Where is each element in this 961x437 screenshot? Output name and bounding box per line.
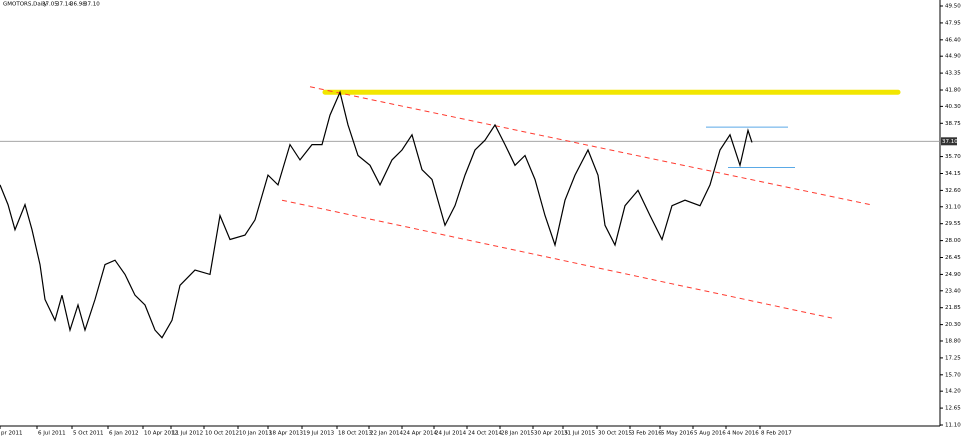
x-tick-label: 10 Jan 2013 <box>239 431 272 437</box>
high: 37.14 <box>56 2 72 8</box>
y-tick-label: 43.35 <box>945 71 961 77</box>
x-tick-label: 31 Jul 2015 <box>564 431 596 437</box>
y-tick-label: 26.45 <box>945 255 961 261</box>
y-tick-label: 49.50 <box>945 4 961 10</box>
x-tick-label: 4 Nov 2016 <box>727 431 759 437</box>
y-tick-label: 35.70 <box>945 154 961 160</box>
x-tick-label: 30 Oct 2015 <box>598 431 633 437</box>
x-tick-label: 10 Oct 2012 <box>205 431 239 437</box>
x-tick-label: 5 Oct 2011 <box>73 431 104 437</box>
y-tick-label: 20.30 <box>945 322 961 328</box>
y-tick-label: 29.55 <box>945 221 961 227</box>
x-tick-label: 5 May 2016 <box>661 431 694 437</box>
x-tick-label: 24 Apr 2014 <box>403 431 438 437</box>
y-tick-label: 38.75 <box>945 121 961 127</box>
x-tick-label: 19 Jul 2013 <box>303 431 335 437</box>
last-price-label: 37.10 <box>942 139 958 145</box>
y-tick-label: 14.20 <box>945 389 961 395</box>
y-tick-label: 12.65 <box>945 406 961 412</box>
x-tick-label: 6 Jul 2011 <box>38 431 66 437</box>
x-tick-label: 24 Jul 2014 <box>435 431 467 437</box>
open: 37.05 <box>42 2 58 8</box>
y-tick-label: 40.30 <box>945 104 961 110</box>
x-tick-label: 28 Jan 2015 <box>501 431 534 437</box>
x-tick-label: 18 Apr 2013 <box>269 431 304 437</box>
y-tick-label: 46.40 <box>945 37 961 43</box>
x-tick-label: 5 Aug 2016 <box>694 431 726 437</box>
last-price-tag <box>941 137 957 146</box>
y-tick-label: 21.85 <box>945 305 961 311</box>
x-tick-label: 11 Jul 2012 <box>172 431 203 437</box>
y-tick-label: 28.00 <box>945 238 961 244</box>
y-tick-label: 23.40 <box>945 288 961 294</box>
chart-title: GMOTORS,Daily <box>3 2 48 8</box>
low: 36.98 <box>70 2 86 8</box>
trend-line <box>281 199 833 319</box>
x-tick-label: 10 Apr 2012 <box>144 431 178 437</box>
y-tick-label: 34.15 <box>945 171 961 177</box>
close: 37.10 <box>84 2 100 8</box>
x-tick-label: pr 2011 <box>1 431 23 437</box>
x-tick-label: 24 Oct 2014 <box>468 431 503 437</box>
y-tick-label: 44.90 <box>945 54 961 60</box>
x-tick-label: 3 Feb 2016 <box>631 431 662 437</box>
x-tick-label: 6 Jan 2012 <box>109 431 138 437</box>
y-tick-label: 11.10 <box>945 423 961 429</box>
x-tick-label: 18 Oct 2013 <box>338 431 373 437</box>
price-line <box>0 90 753 339</box>
y-tick-label: 18.80 <box>945 338 961 344</box>
x-tick-label: 22 Jan 2014 <box>370 431 403 437</box>
y-tick-label: 32.60 <box>945 188 961 194</box>
y-tick-label: 17.25 <box>945 355 961 361</box>
y-tick-label: 24.90 <box>945 272 961 278</box>
y-tick-label: 41.80 <box>945 88 961 94</box>
y-tick-label: 47.95 <box>945 20 961 26</box>
trend-line <box>309 86 871 206</box>
y-tick-label: 31.10 <box>945 204 961 210</box>
y-tick-label: 15.70 <box>945 372 961 378</box>
x-tick-label: 30 Apr 2015 <box>534 431 569 437</box>
x-tick-label: 8 Feb 2017 <box>761 431 792 437</box>
